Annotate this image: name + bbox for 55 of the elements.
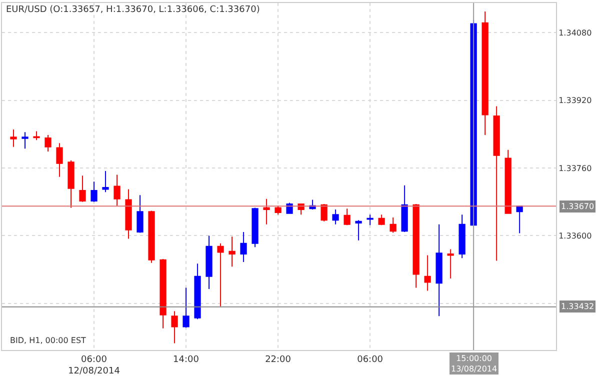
- candlestick: [390, 217, 396, 234]
- candlestick: [344, 208, 350, 226]
- candlestick: [217, 242, 224, 307]
- candlestick: [33, 130, 40, 141]
- candlestick: [378, 214, 385, 226]
- candlestick: [412, 204, 420, 288]
- candlestick: [136, 194, 144, 234]
- candlestick: [332, 209, 339, 225]
- candlestick: [90, 181, 98, 202]
- candlestick: [366, 214, 374, 226]
- y-tick-label: 1.33920: [558, 96, 592, 106]
- candlestick: [114, 174, 120, 206]
- candlestick: [424, 254, 431, 292]
- candlestick: [148, 210, 155, 264]
- candlestick: [182, 287, 190, 328]
- candlestick: [56, 142, 63, 178]
- x-tick-label: 14:00: [173, 354, 200, 365]
- ref-line-label: 1.33432: [561, 302, 594, 311]
- x-tick-label: 06:00: [357, 354, 384, 365]
- y-tick-label: 1.33760: [558, 164, 592, 173]
- ref-line-label: 1.33670: [561, 202, 594, 211]
- candlestick: [125, 188, 132, 240]
- candlestick: [252, 207, 258, 248]
- candlestick: [68, 160, 74, 208]
- candlestick: [240, 231, 247, 262]
- candlestick: [171, 310, 178, 344]
- candlestick: [516, 206, 523, 234]
- candlestick: [458, 214, 466, 259]
- candlestick: [355, 220, 362, 241]
- x-tick-label: 06:00 12/08/2014: [68, 354, 120, 376]
- candlestick: [79, 175, 86, 202]
- candlestick: [447, 248, 454, 279]
- candlestick: [436, 224, 442, 317]
- candlestick: [320, 204, 328, 222]
- candlestick: [274, 205, 282, 216]
- candlestick: [206, 235, 212, 290]
- candlestick: [482, 10, 488, 136]
- candlestick: [22, 132, 28, 150]
- candlestick: [504, 149, 512, 214]
- candlestick: [493, 106, 500, 262]
- candlestick: [228, 236, 236, 268]
- chart-title: EUR/USD (O:1.33657, H:1.33670, L:1.33606, C:1.33670): [6, 4, 260, 15]
- candlestick: [102, 170, 109, 193]
- ref-line-label: 15:00:00 13/08/2014: [451, 354, 498, 374]
- x-tick-label: 22:00: [265, 354, 292, 365]
- candlestick: [401, 184, 408, 232]
- candlestick: [194, 263, 201, 320]
- y-tick-label: 1.33600: [558, 232, 592, 241]
- candlestick: [10, 129, 17, 148]
- candlestick: [160, 258, 166, 329]
- candlestick: [286, 202, 293, 214]
- candlestick: [263, 198, 270, 225]
- candlestick: [44, 134, 52, 152]
- y-tick-label: 1.34080: [558, 28, 592, 38]
- annotation: BID, H1, 00:00 EST: [10, 336, 86, 345]
